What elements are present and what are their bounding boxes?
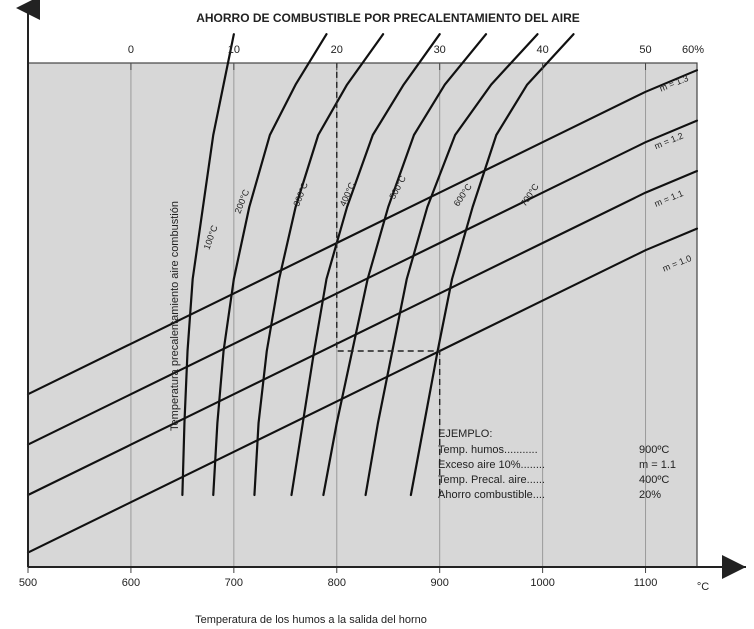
- bottom-tick-label-1: 500: [19, 577, 37, 589]
- example-row-2-label: Exceso aire 10%........: [438, 459, 545, 471]
- example-dashed-guide: [336, 63, 441, 495]
- bottom-tick-label-4: 800: [328, 577, 346, 589]
- example-layer: [336, 63, 441, 495]
- top-tick-label-2: 10: [228, 44, 240, 56]
- example-box: EJEMPLO: Temp. humos........... 900ºC Ex…: [438, 428, 676, 501]
- top-tick-label-1: 0: [128, 44, 134, 56]
- example-row-1-value: 900ºC: [639, 444, 669, 456]
- bottom-tick-label-2: 600: [122, 577, 140, 589]
- top-tick-label-6: 50: [639, 44, 651, 56]
- bottom-tick-label-6: 1000: [530, 577, 554, 589]
- y-axis-title: Temperatura precalentamiento aire combus…: [169, 201, 181, 431]
- top-tick-label-3: 20: [331, 44, 343, 56]
- series-line-700-c: [409, 33, 575, 497]
- plot-background: [27, 62, 698, 568]
- series-line-600-c: [364, 33, 539, 497]
- series-line-m-1-0: [26, 227, 699, 554]
- example-row-4-label: Ahorro combustible....: [438, 489, 545, 501]
- top-unit-label: 60%: [682, 44, 704, 56]
- example-row-4-value: 20%: [639, 489, 661, 501]
- bottom-unit-label: °C: [697, 581, 709, 593]
- top-tick-label-4: 30: [434, 44, 446, 56]
- axis-layer: [16, 0, 746, 579]
- series-line-300-c: [253, 33, 385, 497]
- bottom-tick-label-7: 1100: [634, 577, 658, 589]
- example-row-2-value: m = 1.1: [639, 459, 676, 471]
- example-row-1-label: Temp. humos...........: [438, 444, 538, 456]
- x-axis-title: Temperatura de los humos a la salida del…: [195, 614, 427, 626]
- series-line-m-1-1: [26, 169, 699, 497]
- series-line-200-c: [212, 33, 328, 497]
- series-line-500-c: [322, 33, 488, 497]
- series-line-100-c: [181, 33, 235, 497]
- example-title: EJEMPLO:: [438, 428, 492, 440]
- bottom-tick-label-5: 900: [431, 577, 449, 589]
- series-line-m-1-3: [26, 69, 699, 396]
- example-row-3-value: 400ºC: [639, 474, 669, 486]
- series-layer: [26, 33, 699, 554]
- top-tick-label-5: 40: [536, 44, 548, 56]
- example-row-3-label: Temp. Precal. aire......: [438, 474, 545, 486]
- bottom-tick-label-3: 700: [225, 577, 243, 589]
- series-line-m-1-2: [26, 119, 699, 446]
- chart-title: AHORRO DE COMBUSTIBLE POR PRECALENTAMIEN…: [196, 11, 580, 25]
